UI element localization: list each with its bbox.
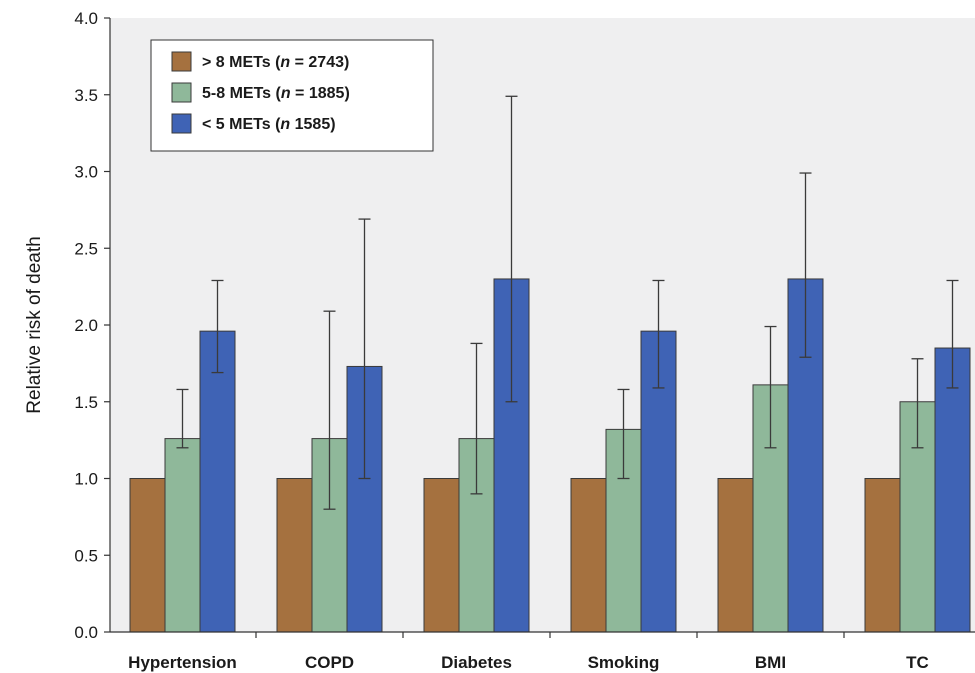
bar-tc-series-3 — [935, 348, 970, 632]
y-axis-ticks: 0.0 0.5 1.0 1.5 2.0 2.5 3.0 3.5 4.0 — [74, 9, 110, 642]
y-tick-label: 3.5 — [74, 86, 98, 105]
x-axis-ticks: Hypertension COPD Diabetes Smoking BMI TC — [128, 632, 929, 672]
legend-label-1: > 8 METs (n = 2743) — [202, 54, 349, 71]
x-tick-label: BMI — [755, 653, 786, 672]
bar-hypertension-series-3 — [200, 331, 235, 632]
bar-diabetes-series-1 — [424, 479, 459, 633]
y-tick-label: 2.0 — [74, 316, 98, 335]
bar-tc-series-1 — [865, 479, 900, 633]
x-tick-label: Diabetes — [441, 653, 512, 672]
y-tick-label: 3.0 — [74, 163, 98, 182]
legend-label-3: < 5 METs (n 1585) — [202, 116, 336, 133]
y-tick-label: 1.0 — [74, 470, 98, 489]
bar-hypertension-series-2 — [165, 439, 200, 632]
y-tick-label: 2.5 — [74, 239, 98, 258]
legend-swatch-1 — [172, 52, 191, 71]
legend-label-2: 5-8 METs (n = 1885) — [202, 85, 350, 102]
legend: > 8 METs (n = 2743) 5-8 METs (n = 1885) < … — [151, 40, 433, 151]
x-tick-label: Smoking — [588, 653, 660, 672]
y-tick-label: 0.5 — [74, 546, 98, 565]
y-tick-label: 1.5 — [74, 393, 98, 412]
y-tick-label: 0.0 — [74, 623, 98, 642]
bar-smoking-series-1 — [571, 479, 606, 633]
x-tick-label: COPD — [305, 653, 354, 672]
bar-copd-series-1 — [277, 479, 312, 633]
y-axis-title: Relative risk of death — [24, 236, 45, 413]
bar-bmi-series-1 — [718, 479, 753, 633]
legend-swatch-3 — [172, 114, 191, 133]
legend-swatch-2 — [172, 83, 191, 102]
x-tick-label: Hypertension — [128, 653, 237, 672]
x-tick-label: TC — [906, 653, 929, 672]
bar-hypertension-series-1 — [130, 479, 165, 633]
y-tick-label: 4.0 — [74, 9, 98, 28]
